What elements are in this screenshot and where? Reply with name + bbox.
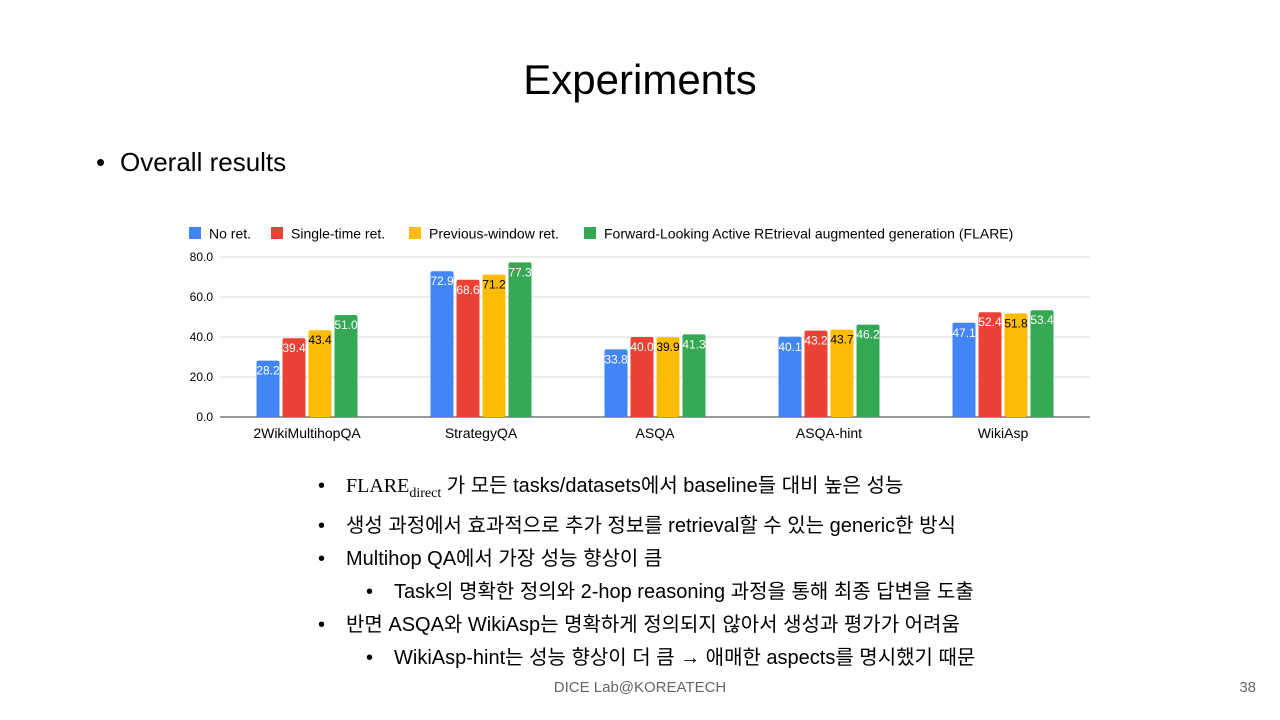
bar-value-label: 43.2 [804, 334, 828, 348]
bar-value-label: 71.2 [482, 278, 506, 292]
bar [804, 330, 828, 417]
bullet-dot: • [96, 147, 106, 177]
bar [978, 312, 1002, 417]
bar-value-label: 39.4 [282, 341, 306, 355]
bar-value-label: 51.8 [1004, 316, 1028, 330]
bar-value-label: 77.3 [508, 265, 532, 279]
bar-value-label: 72.9 [430, 274, 454, 288]
bar-value-label: 46.2 [856, 328, 880, 342]
note-text: 가 모든 tasks/datasets에서 baseline들 대비 높은 성능 [441, 475, 904, 497]
bar-value-label: 47.1 [952, 326, 976, 340]
chart-gridlines [220, 256, 1090, 418]
chart-bars: 28.239.443.451.0 72.968.6 71.277.3 33.840.0… [256, 262, 1054, 417]
y-tick-label: 80.0 [190, 250, 214, 264]
result-notes: • FLAREdirect 가 모든 tasks/datasets에서 base… [318, 470, 1118, 675]
x-tick-label: 2WikiMultihopQA [253, 425, 361, 441]
slide-title: Experiments [523, 56, 757, 103]
bar [778, 336, 802, 417]
bar-value-label: 33.8 [604, 352, 628, 366]
bar [256, 360, 280, 417]
bar [630, 337, 654, 417]
bar-value-label: 51.0 [334, 318, 358, 332]
bar-value-label: 43.4 [308, 333, 332, 347]
bar [508, 262, 532, 417]
bar [830, 329, 854, 417]
legend-swatch [189, 227, 201, 239]
legend-label: Single-time ret. [291, 226, 385, 242]
footer-label: DICE Lab@KOREATECH [553, 679, 727, 696]
bar-value-label: 40.0 [630, 340, 654, 354]
x-tick-label: ASQA-hint [796, 425, 862, 441]
bar [682, 334, 706, 417]
results-bar-chart: No ret. Single-time ret. Previous-window r… [189, 226, 1090, 441]
note-subitem: • Task의 명확한 정의와 2-hop reasoning 과정을 통해 최종… [366, 581, 974, 603]
y-tick-label: 20.0 [190, 370, 214, 384]
bar [604, 349, 628, 417]
bar-value-label: 28.2 [256, 364, 280, 378]
legend-swatch [409, 227, 421, 239]
note-text: 반면 ASQA와 WikiAsp는 명확하게 정의되지 않아서 생성과 평가가 … [346, 614, 960, 636]
bar-value-label: 68.6 [456, 283, 480, 297]
bar [430, 271, 454, 417]
legend-swatch [271, 227, 283, 239]
note-item: • 반면 ASQA와 WikiAsp는 명확하게 정의되지 않아서 생성과 평가가… [318, 614, 960, 636]
note-item: • Multihop QA에서 가장 성능 향상이 큼 [318, 548, 663, 570]
bar-value-label: 41.3 [682, 337, 706, 351]
x-tick-label: StrategyQA [445, 425, 518, 441]
note-item: • FLAREdirect 가 모든 tasks/datasets에서 base… [318, 475, 904, 501]
note-text: Task의 명확한 정의와 2-hop reasoning 과정을 통해 최종 … [394, 581, 974, 603]
bar [856, 324, 880, 417]
chart-legend: No ret. Single-time ret. Previous-window r… [189, 226, 1013, 242]
legend-label: Previous-window ret. [429, 226, 559, 242]
note-subitem: • WikiAsp-hint는 성능 향상이 더 큼 → 애매한 aspects를… [366, 647, 976, 669]
bar [1030, 310, 1054, 417]
x-tick-label: WikiAsp [978, 425, 1029, 441]
note-text: Multihop QA에서 가장 성능 향상이 큼 [346, 548, 663, 570]
bar [456, 279, 480, 417]
overall-results-label: Overall results [120, 147, 287, 177]
bar [1004, 313, 1028, 417]
legend-label: Forward-Looking Active REtrieval augment… [604, 226, 1013, 242]
chart-y-axis: 0.0 20.0 40.0 60.0 80.0 [190, 250, 214, 424]
note-text: 생성 과정에서 효과적으로 추가 정보를 retrieval할 수 있는 gen… [346, 515, 956, 537]
bar-value-label: 40.1 [778, 340, 802, 354]
bar [282, 338, 306, 417]
bar [656, 337, 680, 417]
bar [482, 274, 506, 417]
note-item: • 생성 과정에서 효과적으로 추가 정보를 retrieval할 수 있는 ge… [318, 515, 956, 537]
chart-x-axis: 2WikiMultihopQA StrategyQA ASQA ASQA-hint Wi… [253, 425, 1028, 441]
bar [952, 322, 976, 417]
x-tick-label: ASQA [636, 425, 676, 441]
legend-label: No ret. [209, 226, 251, 242]
bar-value-label: 53.4 [1030, 313, 1054, 327]
bar-value-label: 39.9 [656, 340, 680, 354]
bar [334, 315, 358, 417]
flare-direct-label: FLAREdirect [346, 475, 442, 501]
bar-value-label: 52.4 [978, 315, 1002, 329]
y-tick-label: 0.0 [196, 410, 213, 424]
bar-value-label: 43.7 [830, 333, 854, 347]
note-text: WikiAsp-hint는 성능 향상이 더 큼 → 애매한 aspects를 … [394, 647, 976, 669]
page-number: 38 [1239, 679, 1256, 696]
y-tick-label: 60.0 [190, 290, 214, 304]
y-tick-label: 40.0 [190, 330, 214, 344]
legend-swatch [584, 227, 596, 239]
overall-results-bullet: • Overall results [96, 147, 286, 178]
bar [308, 330, 332, 417]
